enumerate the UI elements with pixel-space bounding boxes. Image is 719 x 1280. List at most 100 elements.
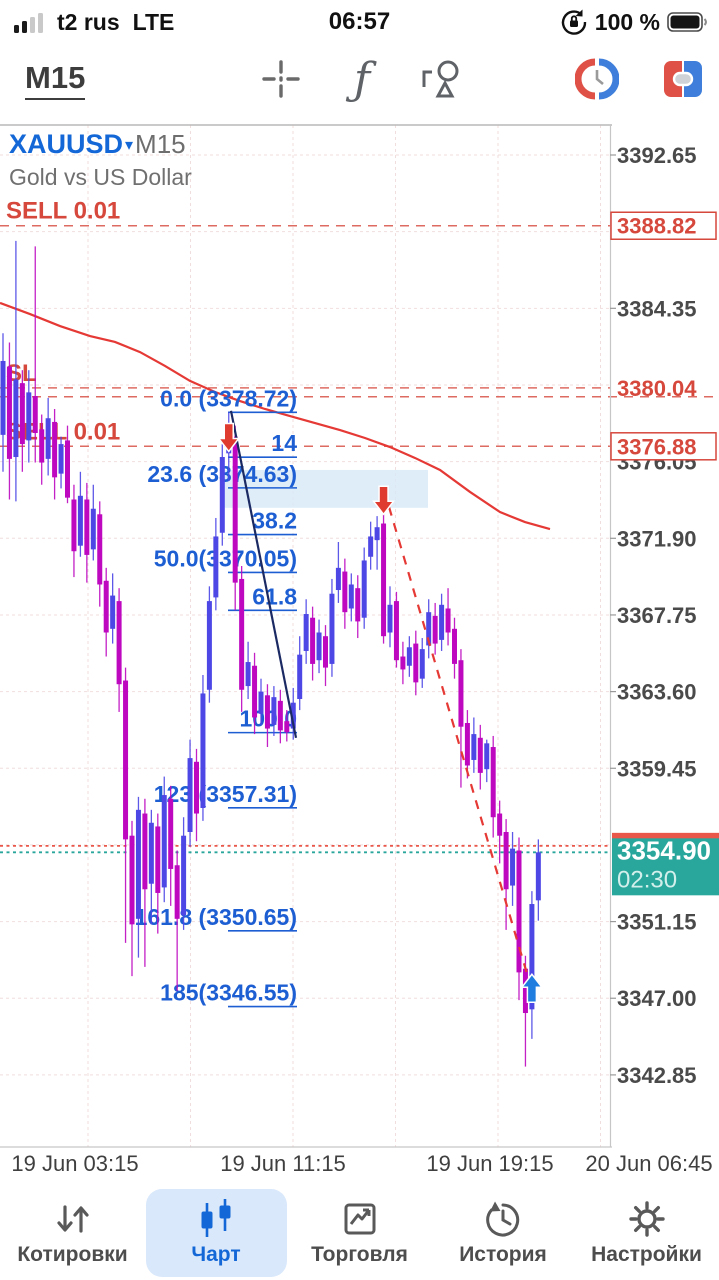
chart-header: XAUUSD ▾M15 Gold vs US Dollar	[9, 129, 192, 191]
candle-body	[277, 700, 283, 731]
candle-body	[355, 588, 361, 622]
axis-tick-label: 3342.85	[617, 1063, 697, 1088]
bid-price-label: 3354.90	[617, 835, 711, 865]
battery-icon	[667, 12, 707, 32]
candle-body	[84, 499, 90, 555]
axis-tick-label: 3363.60	[617, 680, 697, 705]
candle-body	[258, 691, 264, 714]
candle-body	[187, 758, 193, 832]
candle-body	[103, 580, 109, 633]
session-clock-icon	[574, 58, 620, 99]
candle-body	[110, 595, 116, 629]
chart-timeframe-label: M15	[135, 129, 186, 159]
candle-body	[316, 632, 322, 661]
candle-body	[194, 761, 199, 814]
candle-body	[393, 601, 399, 661]
candle-body	[419, 649, 425, 679]
fib-level-label: 14	[271, 430, 297, 456]
candle-body	[400, 656, 406, 670]
candle-body	[329, 593, 335, 664]
fib-level-label: 50.0(3370.05)	[154, 545, 297, 571]
candle-body	[303, 614, 309, 651]
tab-quotes[interactable]: Котировки	[2, 1189, 143, 1277]
candle-body	[503, 831, 509, 890]
tab-history[interactable]: История	[433, 1189, 574, 1277]
symbol-row[interactable]: XAUUSD ▾M15	[9, 129, 192, 160]
candle-body	[406, 647, 412, 666]
layer-trendlines	[229, 410, 536, 998]
candle-body	[452, 628, 457, 664]
layer-frame	[0, 124, 612, 1148]
tab-label: Торговля	[311, 1243, 408, 1266]
fib-trendline	[229, 410, 298, 739]
crosshair-button[interactable]	[257, 56, 305, 104]
candle-body	[161, 795, 167, 888]
candle-body	[471, 734, 477, 760]
tab-label: Чарт	[191, 1243, 241, 1266]
tab-settings[interactable]: Настройки	[576, 1189, 717, 1277]
candle-body	[65, 440, 70, 498]
time-axis-label: 19 Jun 03:15	[11, 1151, 138, 1176]
candle-body	[116, 601, 122, 685]
candle-body	[348, 584, 354, 609]
candle-body	[290, 702, 296, 729]
candle-body	[413, 643, 419, 683]
candle-body	[271, 697, 277, 725]
candle-body	[142, 813, 148, 890]
layer-candles	[0, 240, 541, 1067]
symbol-dropdown-icon[interactable]: ▾	[125, 137, 134, 154]
axis-tick-label: 3359.45	[617, 756, 697, 781]
candle-body	[200, 693, 206, 808]
candle-body	[445, 608, 451, 633]
timeframe-button[interactable]: M15	[25, 60, 86, 100]
candle-body	[368, 536, 374, 557]
function-icon: ƒ	[353, 54, 371, 105]
fib-level-label: 0.0 (3378.72)	[160, 385, 297, 411]
fib-level-label: 161.8 (3350.65)	[135, 904, 297, 930]
candle-body	[181, 835, 187, 916]
candle-body	[529, 904, 535, 1010]
candle-body	[77, 495, 83, 546]
time-axis-label: 19 Jun 11:15	[220, 1151, 346, 1176]
symbol-label[interactable]: XAUUSD	[9, 129, 124, 159]
battery-percent: 100 %	[594, 8, 660, 35]
candle-body	[497, 813, 503, 836]
candle-body	[155, 826, 161, 893]
candle-body	[381, 523, 387, 637]
candle-body	[490, 747, 496, 818]
one-click-trading-button[interactable]	[659, 56, 707, 104]
position-label: SELL 0.01	[6, 418, 120, 445]
symbol-description: Gold vs US Dollar	[9, 164, 192, 190]
status-bar: t2 rus LTE 06:57 100 %	[0, 0, 719, 44]
candle-body	[13, 379, 19, 458]
candle-body	[264, 695, 270, 729]
candle-body	[0, 360, 6, 435]
bar-countdown-label: 02:30	[617, 866, 677, 893]
candle-body	[135, 809, 141, 919]
one-click-trading-icon	[664, 60, 702, 97]
objects-button[interactable]	[418, 56, 466, 104]
chart-tab-icon	[201, 1199, 231, 1237]
axis-tick-label: 3371.90	[617, 526, 697, 551]
settings-gear-icon	[628, 1201, 665, 1237]
candle-body	[39, 429, 45, 463]
indicators-button[interactable]: ƒ	[338, 56, 386, 104]
candle-body	[58, 444, 64, 474]
candle-body	[439, 604, 445, 640]
order-price-box	[610, 432, 717, 461]
trading-sessions-button[interactable]	[573, 56, 621, 104]
crosshair-icon	[262, 59, 300, 98]
axis-tick-label: 3367.75	[617, 603, 697, 628]
fib-level-label: 61.8	[252, 583, 297, 609]
candle-body	[174, 865, 180, 919]
tab-chart[interactable]: Чарт	[145, 1189, 287, 1277]
candle-body	[90, 508, 96, 550]
candle-body	[510, 848, 516, 886]
axis-tick-label: 3351.15	[617, 910, 697, 935]
fib-level-label: 38.2	[252, 508, 297, 534]
tab-trade[interactable]: Торговля	[289, 1189, 430, 1277]
candle-body	[464, 723, 470, 766]
candle-body	[516, 850, 522, 973]
